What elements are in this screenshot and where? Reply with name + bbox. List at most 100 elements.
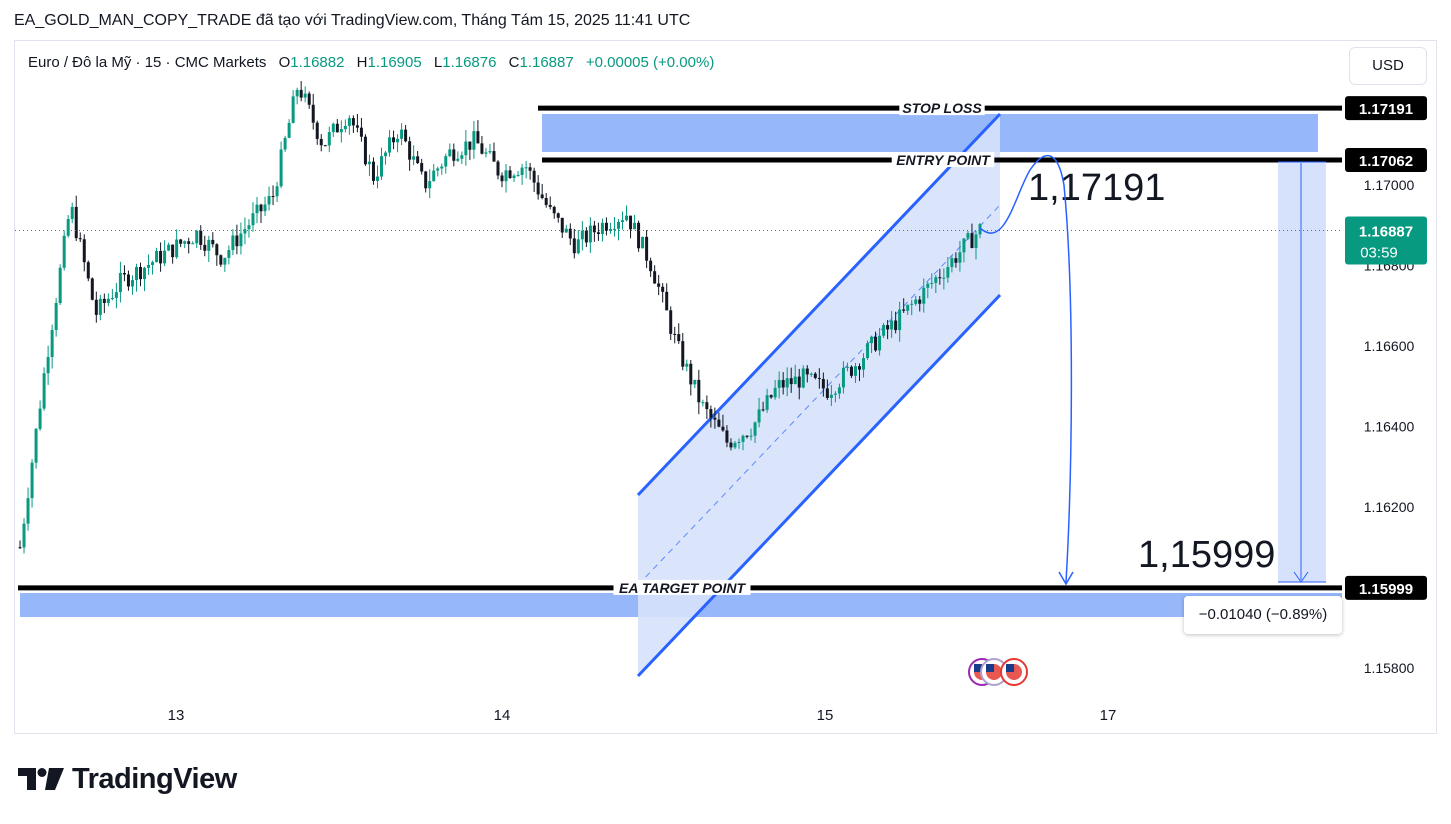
candle-body: [592, 225, 596, 233]
candle-body: [641, 236, 645, 249]
candle-body: [540, 194, 544, 199]
price-tick-label: 1.16400: [1364, 419, 1415, 435]
candle-body: [890, 320, 894, 330]
candle-body: [359, 127, 363, 137]
candle-body: [223, 257, 227, 265]
candle-body: [970, 233, 974, 248]
measure-label: −0.01040 (−0.89%): [1184, 596, 1342, 634]
candle-body: [287, 122, 291, 138]
candle-body: [38, 408, 42, 429]
candle-body: [926, 283, 930, 288]
candle-body: [825, 388, 829, 398]
candle-body: [942, 277, 946, 279]
candle-body: [480, 143, 484, 154]
candle-body: [279, 149, 283, 187]
candle-body: [351, 118, 355, 126]
candle-body: [488, 151, 492, 153]
candle-body: [693, 379, 697, 385]
candle-body: [849, 366, 853, 376]
candle-body: [90, 278, 94, 300]
channel-layer: [636, 112, 1002, 678]
candle-body: [950, 258, 954, 268]
candle-body: [82, 239, 86, 263]
currency-button[interactable]: USD: [1349, 47, 1427, 85]
candle-body: [452, 149, 456, 161]
candle-body: [745, 435, 749, 437]
candle-body: [18, 547, 22, 549]
candle-body: [22, 523, 26, 548]
candle-body: [584, 230, 588, 243]
annotation-target-price: 1,15999: [1138, 534, 1275, 576]
candle-body: [805, 368, 809, 375]
candle-body: [339, 129, 343, 133]
candle-body: [625, 215, 629, 221]
open-value: 1.16882: [290, 54, 345, 71]
candle-body: [143, 267, 147, 280]
candle-body: [777, 380, 781, 388]
candle-body: [568, 228, 572, 239]
us-flag-canton-icon: [974, 664, 982, 672]
candle-body: [291, 96, 295, 123]
candle-body: [930, 282, 934, 284]
candle-body: [544, 198, 548, 205]
chart-frame[interactable]: [14, 40, 1437, 734]
tradingview-logo-icon: [18, 768, 64, 790]
candle-body: [388, 137, 392, 153]
candle-body: [315, 122, 319, 139]
candle-body: [761, 409, 765, 411]
candle-body: [460, 155, 464, 159]
symbol-name[interactable]: Euro / Đô la Mỹ · 15 · CMC Markets: [28, 54, 267, 71]
candle-body: [621, 220, 625, 222]
candle-body: [705, 402, 709, 410]
candle-body: [171, 244, 175, 258]
candle-body: [367, 161, 371, 165]
candle-body: [295, 89, 299, 97]
candle-body: [580, 230, 584, 240]
high-value: 1.16905: [367, 54, 422, 71]
candle-body: [966, 233, 970, 239]
candle-body: [54, 302, 58, 330]
candle-body: [548, 204, 552, 207]
candle-body: [275, 186, 279, 197]
candle-body: [733, 442, 737, 448]
events-layer[interactable]: [968, 658, 1028, 686]
candle-body: [532, 170, 536, 183]
candle-body: [918, 299, 922, 304]
price-axis[interactable]: 1.170001.168001.166001.164001.162001.158…: [1345, 96, 1427, 676]
levels-layer: STOP LOSS ENTRY POINT EA TARGET POINT: [15, 100, 1342, 596]
candle-body: [677, 334, 681, 342]
candle-body: [633, 222, 637, 230]
candle-body: [227, 250, 231, 258]
candle-body: [476, 131, 480, 144]
candle-body: [753, 422, 757, 436]
candle-body: [809, 373, 813, 375]
measure-zone: [1278, 162, 1326, 582]
candle-body: [661, 286, 665, 292]
candle-body: [556, 213, 560, 218]
close-value: 1.16887: [519, 54, 574, 71]
candle-body: [669, 310, 673, 334]
time-tick-label: 17: [1100, 707, 1117, 724]
candle-body: [347, 118, 351, 126]
time-axis[interactable]: 13 14 15 17: [168, 707, 1117, 724]
candle-body: [853, 366, 857, 376]
candle-body: [552, 206, 556, 214]
projection-arrowhead: [1058, 571, 1074, 586]
candle-body: [114, 292, 118, 298]
candle-body: [424, 171, 428, 189]
candle-body: [536, 182, 540, 195]
candle-body: [110, 297, 114, 299]
price-tag-bg: [1345, 575, 1427, 600]
channel-fill: [638, 114, 1000, 676]
stop-loss-zone: [542, 114, 1318, 152]
last-price-tag-bg: [1345, 216, 1427, 265]
candle-body: [412, 156, 416, 160]
candle-body: [247, 225, 251, 230]
tradingview-logo[interactable]: TradingView: [18, 762, 237, 796]
candle-body: [46, 356, 50, 374]
candle-body: [267, 196, 271, 205]
candle-body: [781, 380, 785, 388]
candle-body: [793, 376, 797, 385]
candle-body: [207, 239, 211, 251]
